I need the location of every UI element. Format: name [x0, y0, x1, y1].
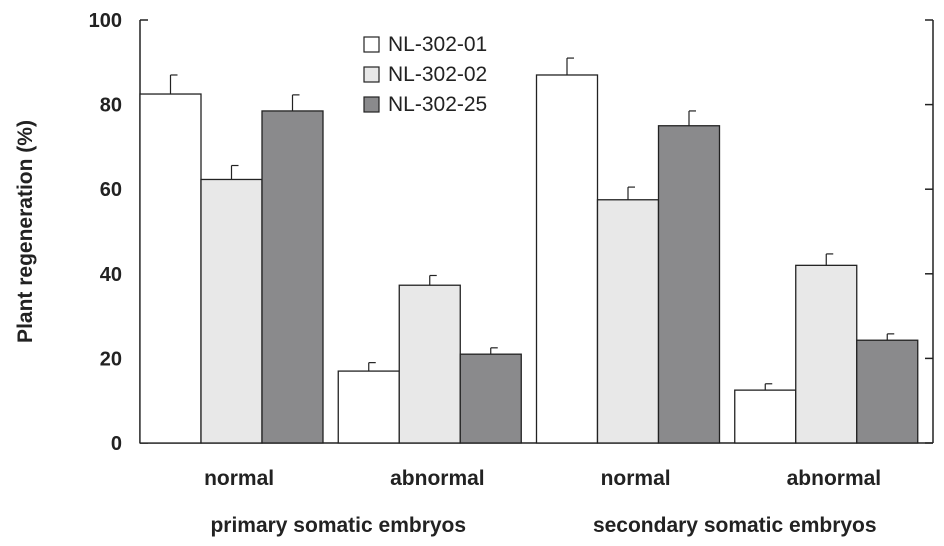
legend-swatch	[363, 96, 380, 113]
x-category-label: abnormal	[390, 467, 485, 490]
bar-nl-302-02-abnormal-1	[398, 284, 461, 444]
bar-nl-302-25-abnormal-1	[459, 353, 522, 444]
y-tick-label: 0	[111, 433, 122, 455]
bar-nl-302-01-abnormal-3	[734, 389, 797, 444]
y-tick-label: 40	[100, 264, 122, 286]
x-group-label: secondary somatic embryos	[593, 514, 877, 537]
y-tick-label: 100	[89, 10, 122, 32]
bar-nl-302-25-normal-0	[261, 110, 324, 444]
bar-nl-302-02-normal-0	[200, 178, 263, 444]
bar-nl-302-01-normal-2	[535, 74, 599, 444]
x-group-label: primary somatic embryos	[210, 514, 466, 537]
y-tick-label: 60	[100, 179, 122, 201]
bar-nl-302-25-abnormal-3	[856, 339, 919, 444]
legend-label: NL-302-25	[388, 93, 487, 116]
bar-nl-302-25-normal-2	[657, 125, 721, 444]
bar-nl-302-01-abnormal-1	[337, 370, 400, 444]
y-axis-label: Plant regeneration (%)	[14, 120, 37, 343]
bar-nl-302-02-normal-2	[596, 199, 660, 444]
legend-swatch	[363, 36, 380, 53]
bar-nl-302-01-normal-0	[139, 93, 202, 444]
legend-label: NL-302-01	[388, 33, 487, 56]
y-tick-label: 80	[100, 95, 122, 117]
x-category-label: normal	[204, 467, 274, 490]
legend-swatch	[363, 66, 380, 83]
x-category-label: normal	[601, 467, 671, 490]
y-tick-label: 20	[100, 348, 122, 370]
bar-nl-302-02-abnormal-3	[795, 264, 858, 444]
legend-label: NL-302-02	[388, 63, 487, 86]
x-category-label: abnormal	[787, 467, 882, 490]
